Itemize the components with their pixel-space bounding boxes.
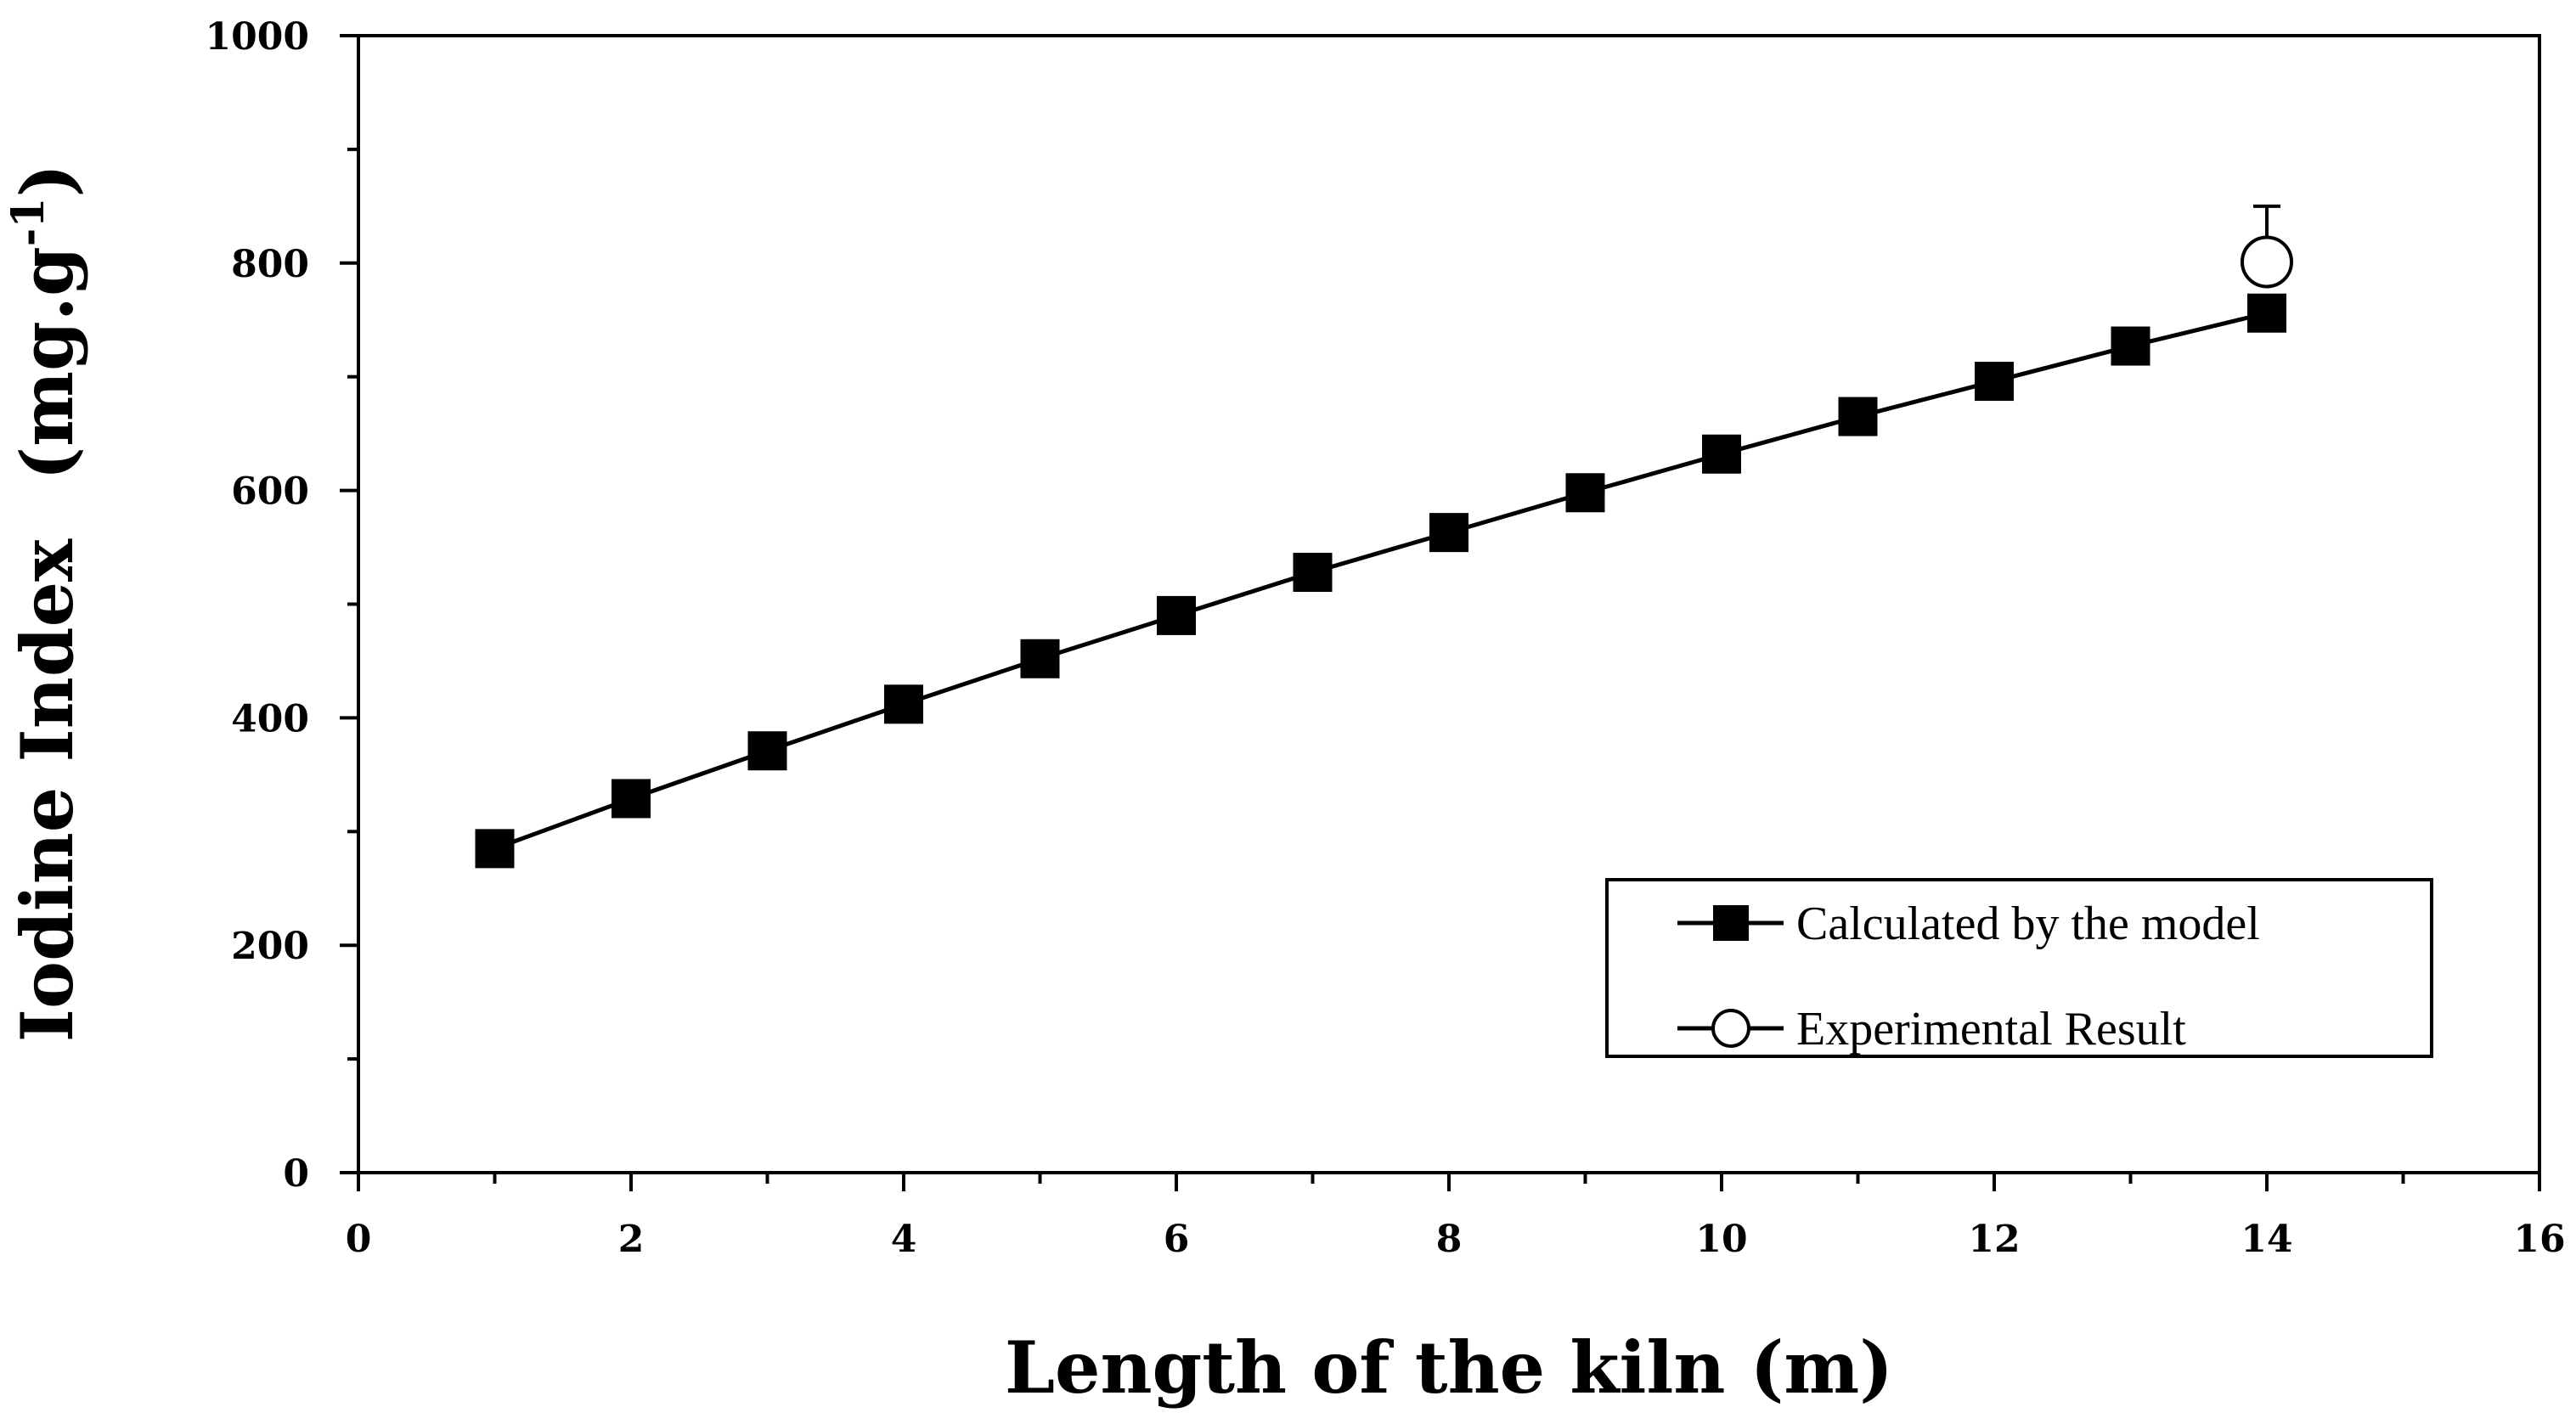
model-point [1020, 639, 1060, 678]
legend-label-experimental: Experimental Result [1796, 1003, 2186, 1055]
model-point [1565, 473, 1605, 513]
model-point [1293, 553, 1333, 593]
model-line [493, 311, 2268, 851]
model-point [612, 779, 651, 819]
model-point [2247, 293, 2286, 333]
legend-label-model: Calculated by the model [1796, 898, 2260, 950]
y-tick-label: 400 [231, 697, 309, 740]
y-axis-title-main: Iodine Index [5, 538, 89, 1042]
legend-marker-experimental [1711, 1009, 1750, 1048]
y-axis-title-unit: (mg.g [5, 246, 89, 480]
legend-marker-model [1713, 905, 1749, 941]
model-point [2111, 326, 2150, 366]
x-tick-label: 10 [1695, 1218, 1747, 1261]
model-point [1702, 434, 1741, 474]
y-tick-label: 0 [283, 1152, 309, 1196]
x-tick-label: 14 [2241, 1218, 2292, 1261]
model-point [884, 684, 923, 724]
x-tick-label: 2 [618, 1218, 645, 1261]
x-tick-labels: 0 2 4 6 8 10 12 14 16 [346, 1218, 2566, 1261]
x-tick-label: 6 [1164, 1218, 1190, 1261]
experimental-point [2241, 235, 2293, 289]
x-axis-title: Length of the kiln (m) [1005, 1326, 1893, 1410]
y-axis-title: Iodine Index (mg.g-1) [3, 164, 89, 1042]
x-tick-label: 16 [2513, 1218, 2565, 1261]
y-axis-title-close: ) [5, 164, 89, 198]
model-point [475, 829, 515, 869]
model-point [747, 731, 787, 771]
model-point [1157, 595, 1196, 635]
x-tick-label: 12 [1968, 1218, 2020, 1261]
y-tick-labels: 0 200 400 600 800 1000 [206, 15, 309, 1196]
y-tick-label: 1000 [206, 15, 309, 59]
x-tick-label: 8 [1436, 1218, 1463, 1261]
y-tick-label: 200 [231, 925, 309, 968]
y-tick-label: 600 [231, 470, 309, 514]
model-point [1838, 397, 1878, 436]
axis-ticks [340, 34, 2541, 1191]
x-tick-label: 0 [346, 1218, 372, 1261]
y-axis-title-exponent: -1 [3, 198, 54, 247]
y-tick-label: 800 [231, 243, 309, 286]
legend: Calculated by the model Experimental Res… [1605, 878, 2433, 1058]
series-layer [475, 204, 2293, 869]
model-point [1429, 513, 1468, 553]
model-point [1975, 362, 2014, 402]
x-tick-label: 4 [891, 1218, 917, 1261]
